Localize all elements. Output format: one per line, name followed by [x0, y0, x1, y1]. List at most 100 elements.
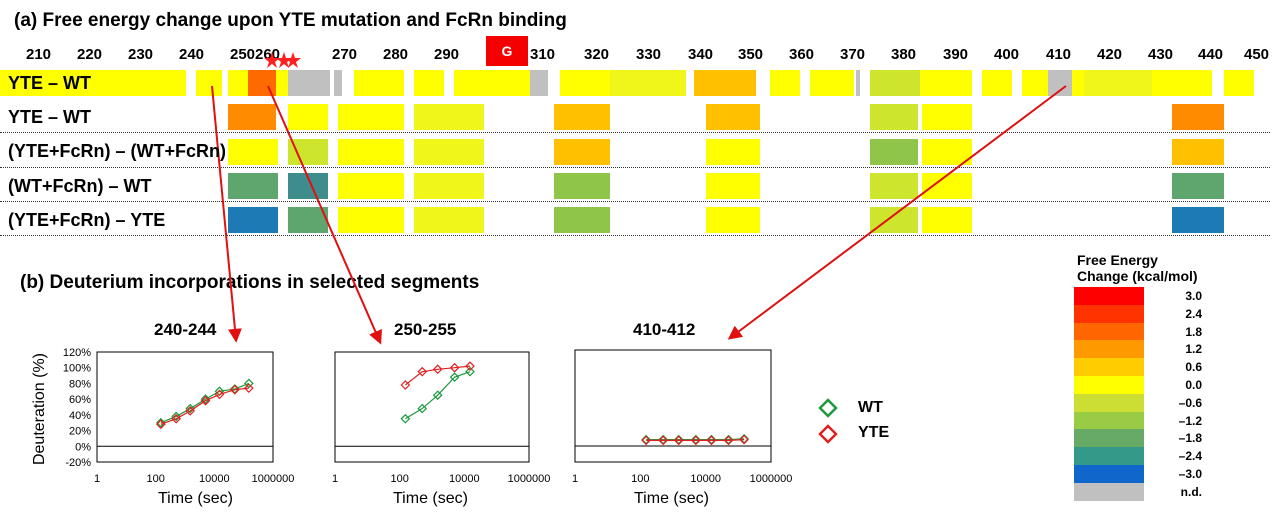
scale-swatch-7	[1074, 411, 1144, 430]
ruler-tick-430: 430	[1148, 46, 1174, 63]
point-2-yte-3	[690, 435, 701, 446]
segment-row0-0	[0, 70, 186, 96]
segment-row2-1	[288, 139, 328, 165]
segment-row0-13	[694, 70, 756, 96]
residue-ruler: 210 220 230 240 250 260 270 280 290 310 320 330 340 3…	[0, 46, 1280, 66]
segment-row0-6	[334, 70, 342, 96]
glycosylation-marker: G	[486, 36, 528, 66]
ruler-tick-250: 250	[230, 46, 256, 63]
ruler-tick-360: 360	[789, 46, 815, 63]
segment-row1-7	[922, 104, 972, 130]
point-2-yte-4	[706, 435, 717, 446]
ruler-tick-310: 310	[530, 46, 556, 63]
point-2-yte-6	[739, 434, 749, 445]
arrow-250-255	[267, 85, 382, 345]
scale-value-0: 3.0	[1185, 289, 1202, 303]
segment-row2-0	[228, 139, 278, 165]
segment-row4-5	[706, 207, 760, 233]
segment-row4-1	[288, 207, 328, 233]
point-2-yte-5	[723, 435, 734, 446]
plot-title-410-412: 410-412	[633, 320, 696, 339]
segment-row0-20	[1022, 70, 1048, 96]
ruler-tick-270: 270	[332, 46, 358, 63]
ruler-tick-440: 440	[1198, 46, 1224, 63]
scale-value-8: –1.8	[1178, 431, 1202, 446]
segment-row3-8	[1172, 173, 1224, 199]
ruler-tick-340: 340	[688, 46, 714, 63]
plot-title-240-244: 240-244	[154, 320, 217, 339]
segment-row3-6	[870, 173, 918, 199]
point-0-wt-3	[200, 394, 211, 404]
x-axis-label-3: Time (sec)	[634, 490, 709, 507]
segment-row2-4	[554, 139, 610, 165]
segment-row0-18	[920, 70, 972, 96]
point-0-wt-6	[243, 378, 254, 389]
row-label-yte-fcrn-wt-fcrn: (YTE+FcRn) – (WT+FcRn)	[8, 141, 227, 161]
plot-title-250-255: 250-255	[394, 320, 457, 339]
plot-frame-2	[574, 349, 772, 463]
scale-swatch-3	[1074, 340, 1144, 359]
scale-value-11: n.d.	[1180, 484, 1202, 499]
scale-swatch-9	[1074, 447, 1144, 466]
x-tick-1-3: 1000000	[508, 473, 551, 485]
x-tick-1-2: 10000	[449, 473, 480, 485]
x-tick-0-1: 100	[146, 473, 164, 485]
y-tick-4: 60%	[69, 394, 91, 406]
y-tick-1: 0%	[75, 441, 91, 453]
x-tick-0-2: 10000	[199, 473, 230, 485]
segment-row1-0	[228, 104, 276, 130]
series-line-0-yte	[160, 387, 249, 425]
row-divider-3	[0, 201, 1270, 202]
row-label-yte-wt: YTE – WT	[8, 107, 92, 127]
point-0-wt-0	[155, 417, 166, 428]
segment-row1-8	[1172, 104, 1224, 130]
segment-row0-17	[870, 70, 920, 96]
scale-value-7: –1.2	[1178, 413, 1202, 428]
row-divider-2	[0, 167, 1270, 168]
x-tick-0-0: 1	[94, 473, 100, 485]
point-1-wt-1	[417, 403, 428, 414]
row-label-yte-wt-full: YTE – WT	[8, 73, 92, 93]
segment-row3-5	[706, 173, 760, 199]
panel-a-title: (a) Free energy change upon YTE mutation…	[14, 10, 567, 31]
scale-value-5: 0.0	[1185, 378, 1202, 392]
ruler-tick-400: 400	[994, 46, 1020, 63]
x-tick-2-0: 1	[572, 473, 578, 485]
segment-row1-6	[870, 104, 918, 130]
segment-row0-22	[1072, 70, 1084, 96]
point-2-yte-0	[641, 435, 651, 446]
point-0-wt-2	[185, 403, 196, 414]
segment-row4-6	[870, 207, 918, 233]
scale-title: Free Energy Change (kcal/mol)	[1077, 252, 1198, 284]
point-1-yte-1	[417, 366, 428, 377]
segment-row4-7	[922, 207, 972, 233]
arrow-240-244	[211, 85, 242, 343]
ruler-tick-320: 320	[584, 46, 610, 63]
row-divider-4	[0, 235, 1270, 236]
scale-value-10: –3.0	[1178, 467, 1202, 481]
series-line-1-yte	[404, 365, 471, 386]
panel-b-title: (b) Deuterium incorporations in selected…	[20, 272, 480, 293]
series-line-2-wt	[646, 438, 745, 441]
y-tick-5: 80%	[69, 378, 91, 390]
point-0-yte-6	[243, 383, 254, 393]
segment-row0-7	[354, 70, 404, 96]
point-0-yte-3	[200, 395, 211, 406]
segment-row2-7	[922, 139, 972, 165]
point-1-yte-0	[400, 380, 411, 390]
segment-row3-7	[922, 173, 972, 199]
point-2-yte-1	[658, 435, 669, 446]
segment-row3-4	[554, 173, 610, 199]
segment-row3-2	[338, 173, 404, 199]
scale-swatch-11	[1074, 482, 1144, 501]
point-0-yte-2	[185, 406, 196, 416]
segment-row2-3	[414, 139, 484, 165]
mutation-stars	[264, 52, 301, 68]
point-1-wt-2	[432, 390, 443, 401]
ruler-tick-210: 210	[26, 46, 52, 63]
segment-row1-4	[554, 104, 610, 130]
scale-value-6: –0.6	[1178, 395, 1202, 410]
scale-value-9: –2.4	[1178, 449, 1202, 464]
